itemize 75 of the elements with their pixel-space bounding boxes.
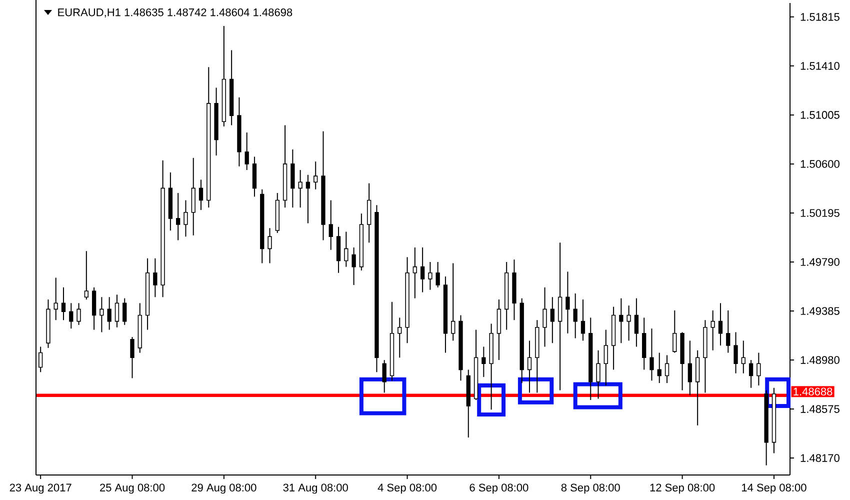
x-tick-label: 31 Aug 08:00 (283, 484, 348, 494)
candlestick (573, 292, 578, 339)
x-tick-label: 8 Sep 08:00 (561, 484, 620, 494)
candlestick (382, 360, 386, 394)
x-tick-label: 12 Sep 08:00 (650, 484, 715, 494)
y-tick-label: 1.48170 (800, 454, 840, 462)
y-tick-label: 1.48575 (800, 405, 840, 413)
candlestick (176, 192, 180, 241)
candlestick (550, 296, 555, 344)
candlestick (604, 329, 608, 386)
x-tick-label: 23 Aug 2017 (10, 484, 72, 494)
candlestick (184, 200, 188, 238)
candlestick (657, 352, 662, 384)
candlestick (298, 170, 302, 208)
candlestick (107, 296, 112, 330)
candlestick (100, 296, 104, 333)
candlestick (412, 246, 417, 299)
candlestick (726, 310, 730, 354)
candlestick (268, 228, 272, 264)
candlestick (664, 354, 670, 384)
y-tick-label: 1.49790 (800, 258, 840, 266)
candlestick (619, 298, 624, 344)
y-tick-label: 1.51410 (800, 62, 840, 70)
candlestick (38, 346, 43, 373)
candlestick (451, 262, 456, 342)
candlestick (672, 310, 677, 354)
candlestick (436, 261, 440, 288)
y-tick-label: 1.49385 (800, 307, 840, 315)
candlestick (114, 294, 120, 328)
candlestick (626, 305, 631, 342)
x-tick-label: 4 Sep 08:00 (378, 484, 437, 494)
candlestick (398, 317, 402, 358)
chart-title: EURAUD,H1 1.48635 1.48742 1.48604 1.48698 (58, 8, 292, 18)
x-tick-label: 14 Sep 08:00 (742, 484, 806, 494)
y-tick-label: 1.50600 (800, 160, 840, 168)
candlestick (527, 340, 532, 394)
candlestick (352, 246, 356, 286)
candlestick (634, 298, 639, 348)
candlestick (542, 286, 547, 348)
candlestick (580, 299, 586, 342)
candlestick (344, 231, 348, 268)
y-tick-label: 1.51005 (800, 111, 840, 119)
candlestick (76, 302, 81, 326)
candlestick (198, 179, 204, 210)
y-tick-label: 1.51815 (800, 13, 840, 21)
candlestick (741, 340, 746, 374)
candlestick (244, 132, 249, 171)
x-tick-label: 29 Aug 08:00 (192, 484, 256, 494)
candlestick (314, 161, 318, 190)
candlestick (306, 174, 310, 224)
candlestick (84, 250, 88, 300)
candlestick (130, 336, 134, 379)
y-tick-label: 1.48980 (800, 356, 840, 364)
candlestick (482, 346, 486, 378)
candlestick (710, 310, 715, 351)
y-tick-label: 1.50195 (800, 209, 840, 217)
candlestick (688, 340, 692, 396)
candlestick (69, 302, 74, 330)
ref-line-label: 1.48688 (794, 388, 832, 396)
candlestick (748, 360, 754, 388)
candlestick (734, 332, 738, 374)
candlestick (420, 246, 425, 293)
candlestick (428, 261, 432, 290)
x-tick-label: 25 Aug 08:00 (100, 484, 165, 494)
candlestick (596, 350, 600, 400)
candlestick (153, 258, 158, 298)
candlestick (328, 200, 333, 250)
candlestick (718, 302, 723, 346)
candlestick (756, 352, 761, 386)
candlestick (650, 328, 654, 382)
x-tick-label: 6 Sep 08:00 (470, 484, 528, 494)
candlestick (566, 271, 570, 334)
candlestick (61, 286, 66, 321)
candlestick (122, 298, 127, 326)
candlestick (54, 277, 58, 321)
